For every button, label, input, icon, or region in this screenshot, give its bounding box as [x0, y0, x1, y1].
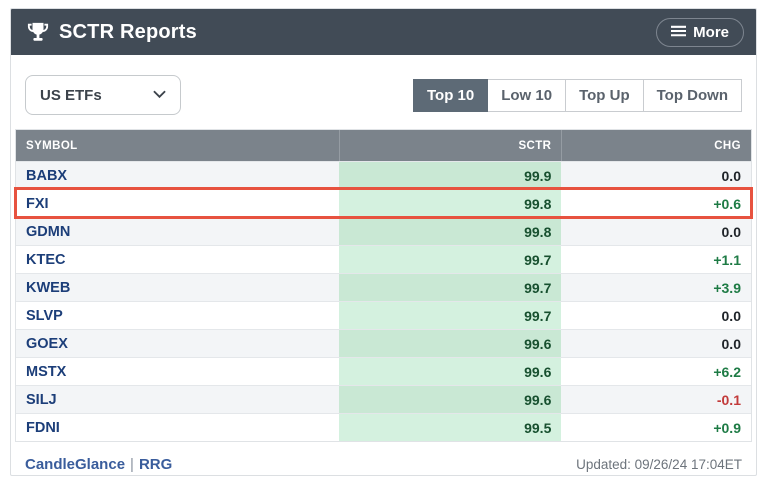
symbol-link[interactable]: GDMN — [26, 223, 71, 240]
symbol-link[interactable]: GOEX — [26, 335, 68, 352]
footer-links: CandleGlance | RRG — [25, 456, 172, 473]
symbol-link[interactable]: FXI — [26, 195, 49, 212]
chg-value: +3.9 — [713, 279, 741, 296]
updated-timestamp: Updated: 09/26/24 17:04ET — [576, 457, 742, 472]
chg-value: 0.0 — [721, 167, 741, 184]
table-row: BABX 99.9 0.0 — [16, 161, 751, 189]
column-header-symbol: SYMBOL — [26, 139, 78, 152]
trophy-icon — [27, 21, 49, 43]
table-row: FDNI 99.5 +0.9 — [16, 413, 751, 441]
sctr-value: 99.6 — [524, 391, 552, 408]
table-row: KTEC 99.7 +1.1 — [16, 245, 751, 273]
chg-value: +6.2 — [713, 363, 741, 380]
chg-value: 0.0 — [721, 307, 741, 324]
table-row: SILJ 99.6 -0.1 — [16, 385, 751, 413]
symbol-link[interactable]: MSTX — [26, 363, 67, 380]
column-header-sctr: SCTR — [338, 130, 562, 161]
symbol-link[interactable]: SILJ — [26, 391, 57, 408]
column-header-chg: CHG — [561, 130, 751, 161]
chg-value: +0.9 — [713, 419, 741, 436]
table-header-row: SYMBOL SCTR CHG — [16, 130, 751, 161]
sctr-table: SYMBOL SCTR CHG BABX 99.9 0.0 FXI 99.8 +… — [14, 129, 753, 442]
more-button[interactable]: More — [656, 17, 744, 47]
sctr-value: 99.6 — [524, 335, 552, 352]
widget-footer: CandleGlance | RRG Updated: 09/26/24 17:04… — [11, 442, 756, 473]
tab-top10[interactable]: Top 10 — [412, 78, 489, 112]
symbol-link[interactable]: KTEC — [26, 251, 66, 268]
sctr-reports-widget: SCTR Reports More US ETFs Top 10 Low 10 … — [10, 8, 757, 476]
hamburger-icon — [671, 24, 687, 41]
tab-low10[interactable]: Low 10 — [488, 78, 567, 112]
sctr-value: 99.8 — [524, 195, 552, 212]
tab-topup[interactable]: Top Up — [566, 78, 644, 112]
tab-topdown[interactable]: Top Down — [643, 78, 742, 112]
table-row: SLVP 99.7 0.0 — [16, 301, 751, 329]
symbol-link[interactable]: BABX — [26, 167, 68, 184]
table-row: MSTX 99.6 +6.2 — [16, 357, 751, 385]
chg-value: -0.1 — [716, 391, 741, 408]
sctr-value: 99.7 — [524, 307, 552, 324]
table-row: KWEB 99.7 +3.9 — [16, 273, 751, 301]
widget-title: SCTR Reports — [59, 20, 197, 43]
chevron-down-icon — [153, 86, 166, 104]
chg-value: 0.0 — [721, 335, 741, 352]
table-row: FXI 99.8 +0.6 — [14, 187, 753, 219]
candleglance-link[interactable]: CandleGlance — [25, 456, 126, 473]
group-select[interactable]: US ETFs — [25, 75, 181, 115]
chg-value: 0.0 — [721, 223, 741, 240]
rrg-link[interactable]: RRG — [138, 456, 173, 473]
symbol-link[interactable]: FDNI — [26, 419, 60, 436]
chg-value: +1.1 — [713, 251, 741, 268]
sctr-value: 99.5 — [524, 419, 552, 436]
sctr-value: 99.6 — [524, 363, 552, 380]
chg-value: +0.6 — [713, 195, 741, 212]
link-separator: | — [130, 456, 134, 473]
table-row: GOEX 99.6 0.0 — [16, 329, 751, 357]
more-button-label: More — [693, 23, 729, 41]
widget-header: SCTR Reports More — [11, 9, 756, 55]
table-body: BABX 99.9 0.0 FXI 99.8 +0.6 GDMN 99.8 0.… — [14, 161, 753, 441]
symbol-link[interactable]: SLVP — [26, 307, 63, 324]
sctr-value: 99.7 — [524, 279, 552, 296]
symbol-link[interactable]: KWEB — [26, 279, 71, 296]
controls-row: US ETFs Top 10 Low 10 Top Up Top Down — [11, 55, 756, 129]
report-tabs: Top 10 Low 10 Top Up Top Down — [412, 78, 742, 112]
sctr-value: 99.9 — [524, 167, 552, 184]
group-select-value: US ETFs — [40, 86, 102, 104]
sctr-value: 99.8 — [524, 223, 552, 240]
table-row: GDMN 99.8 0.0 — [16, 217, 751, 245]
sctr-value: 99.7 — [524, 251, 552, 268]
